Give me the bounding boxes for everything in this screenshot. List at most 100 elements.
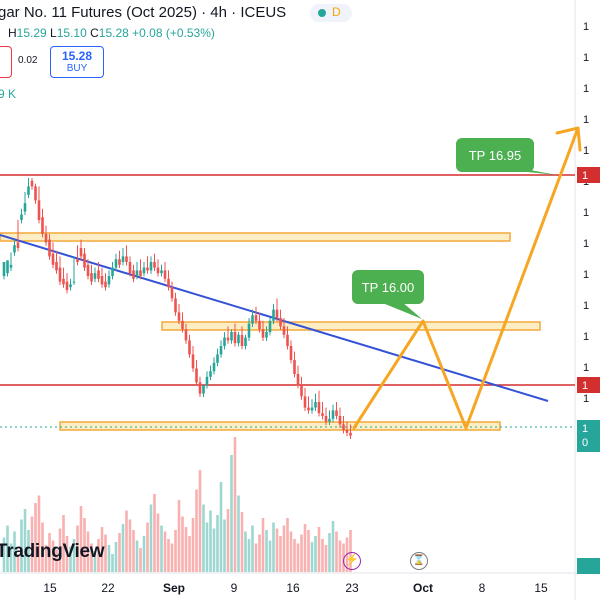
volume-bar xyxy=(251,525,254,572)
candle-body xyxy=(265,332,268,338)
volume-bar xyxy=(142,536,146,572)
price-axis-label: 1 xyxy=(583,393,589,405)
tradingview-logo[interactable]: TradingView xyxy=(0,541,105,562)
candle-body xyxy=(139,270,142,276)
volume-bar xyxy=(209,510,212,572)
buy-button[interactable]: 15.28 BUY xyxy=(50,46,104,78)
price-tag-bottom xyxy=(577,377,600,393)
projection-path xyxy=(352,126,580,430)
volume-bar xyxy=(244,531,247,572)
zone-middle xyxy=(161,321,541,331)
price-axis-label: 1 xyxy=(583,145,589,157)
candle-body xyxy=(282,326,286,335)
volume-bar xyxy=(233,437,237,572)
candle-body xyxy=(300,385,303,397)
symbol-title[interactable]: gar No. 11 Futures (Oct 2025) · 4h · ICE… xyxy=(0,4,287,21)
candle-body xyxy=(261,329,265,338)
candle-body xyxy=(272,309,275,321)
volume-bar xyxy=(230,455,233,572)
volume-bar xyxy=(181,516,184,572)
price-tag-top xyxy=(577,167,600,183)
tp-callout-1[interactable]: TP 16.00 xyxy=(352,270,424,319)
candle-body xyxy=(181,320,184,330)
volume-bar xyxy=(16,554,20,572)
candle-body xyxy=(163,270,167,279)
volume-bar xyxy=(55,549,58,572)
hourglass-icon[interactable]: ⌛ xyxy=(410,552,428,570)
candle-body xyxy=(23,203,27,212)
candle-body xyxy=(240,334,244,346)
candle-body xyxy=(149,262,153,271)
candle-body xyxy=(76,259,79,262)
volume-bar xyxy=(282,525,286,572)
candle-body xyxy=(128,262,132,274)
candle-body xyxy=(251,315,254,324)
volume-bar xyxy=(286,518,289,572)
volume-bar xyxy=(265,530,268,572)
lightning-icon[interactable]: ⚡ xyxy=(343,552,361,570)
projection-arrowhead xyxy=(555,126,582,152)
volume-bar xyxy=(114,542,118,572)
last-price-tag-text: 1 xyxy=(582,423,588,435)
candle-body xyxy=(289,346,293,360)
candle-body xyxy=(331,410,335,419)
candle-body xyxy=(279,318,282,327)
zone-lower xyxy=(59,421,501,431)
candle-body xyxy=(195,368,198,383)
volume-bar xyxy=(48,533,51,572)
candle-body xyxy=(13,245,16,253)
candle-body xyxy=(247,323,251,338)
price-axis-label: 1 xyxy=(583,207,589,219)
market-status-badge[interactable]: D xyxy=(310,4,352,22)
volume-bar xyxy=(317,527,321,572)
ohlc-c-value: 15.28 xyxy=(98,26,129,40)
volume-price-tag xyxy=(577,558,600,574)
volume-bar xyxy=(30,516,34,572)
candle-body xyxy=(97,270,100,279)
candle-body xyxy=(100,276,104,285)
volume-bar xyxy=(289,531,293,572)
volume-bar xyxy=(156,513,160,572)
candle-body xyxy=(153,262,156,268)
sell-button[interactable] xyxy=(0,46,12,78)
tp-callout-2[interactable]: TP 16.95 xyxy=(456,138,557,175)
candle-body xyxy=(317,402,321,414)
volume-bar xyxy=(83,518,86,572)
candle-body xyxy=(212,362,216,372)
candle-body xyxy=(303,396,307,408)
tp-callout-1-box xyxy=(352,270,424,304)
candle-body xyxy=(104,281,107,288)
volume-bar xyxy=(258,534,261,572)
candle-body xyxy=(254,315,258,321)
candle-body xyxy=(314,402,317,408)
candle-body xyxy=(219,346,223,355)
candle-body xyxy=(188,340,191,355)
candle-body xyxy=(321,413,324,416)
price-axis-label: 1 xyxy=(583,21,589,33)
candle-body xyxy=(258,320,261,330)
candle-body xyxy=(335,410,338,416)
volume-bar xyxy=(146,522,149,572)
volume-bar xyxy=(307,530,310,572)
volume-bar xyxy=(174,530,177,572)
volume-bar xyxy=(293,539,296,572)
volume-bar xyxy=(303,524,307,572)
volume-bar xyxy=(349,530,352,572)
candle-body xyxy=(90,273,93,282)
candle-body xyxy=(118,259,121,265)
volume-bar xyxy=(160,525,163,572)
price-axis-label: 1 xyxy=(583,362,589,374)
volume-bar xyxy=(58,528,62,572)
candle-body xyxy=(328,418,331,422)
volume-bar xyxy=(338,540,342,572)
candle-body xyxy=(58,267,62,282)
volume-bar xyxy=(20,519,23,572)
volume-bar xyxy=(188,536,191,572)
volume-bar xyxy=(93,551,97,572)
volume-bar xyxy=(118,533,121,572)
market-open-dot xyxy=(318,9,326,17)
volume-bar xyxy=(132,530,135,572)
time-axis-label: 8 xyxy=(479,581,486,595)
ohlc-l-label: L xyxy=(50,26,57,40)
